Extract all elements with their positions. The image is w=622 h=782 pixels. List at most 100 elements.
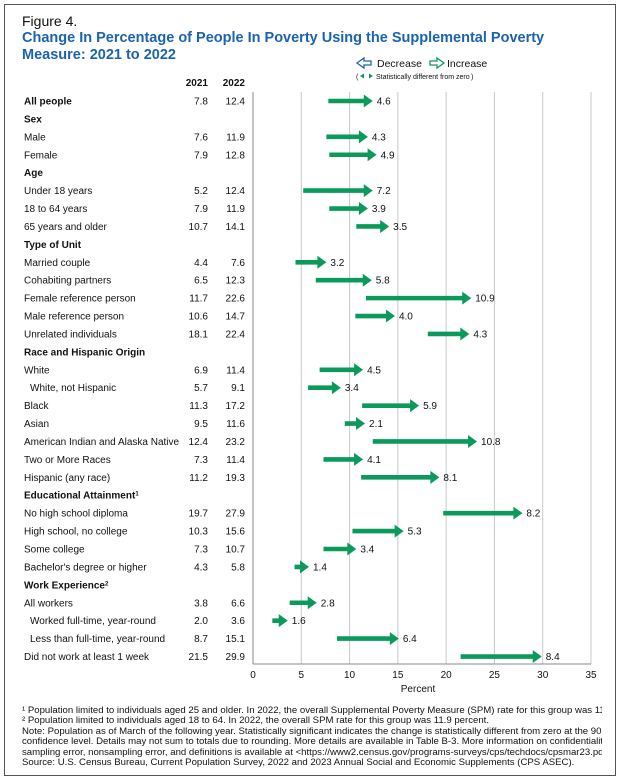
figure-label: Figure 4.: [22, 13, 78, 29]
row-label: Asian: [24, 419, 49, 430]
change-arrow: [303, 184, 373, 198]
value-2021: 10.6: [189, 312, 209, 323]
value-2021: 7.3: [194, 545, 208, 556]
change-arrow: [365, 291, 472, 305]
value-2021: 4.3: [194, 562, 208, 573]
change-label: 1.4: [313, 562, 327, 573]
change-arrow: [315, 273, 372, 287]
value-2022: 12.3: [226, 276, 246, 287]
row-label: 18 to 64 years: [24, 204, 87, 215]
change-arrow: [356, 219, 390, 233]
change-label: 3.4: [360, 545, 374, 556]
row-label: No high school diploma: [24, 509, 128, 520]
value-2021: 7.3: [194, 455, 208, 466]
x-tick-label: 10: [344, 670, 356, 681]
change-label: 10.9: [475, 294, 495, 305]
row-label: Black: [24, 401, 49, 412]
footnote-marker: 2: [105, 581, 109, 587]
value-2022: 15.1: [226, 634, 246, 645]
change-arrow: [355, 309, 395, 323]
change-label: 2.1: [369, 419, 383, 430]
change-label: 4.3: [372, 132, 386, 143]
change-label: 10.8: [481, 437, 501, 448]
value-2021: 6.9: [194, 365, 208, 376]
significant-increase-legend-icon: [369, 73, 373, 79]
category-header: Type of Unit: [24, 240, 82, 251]
value-2021: 8.7: [194, 634, 208, 645]
change-arrow: [372, 434, 478, 448]
change-arrow: [294, 560, 310, 574]
category-header: Age: [24, 168, 43, 179]
footnote-line: Source: U.S. Census Bureau, Current Popu…: [22, 758, 575, 769]
value-2021: 11.7: [189, 294, 208, 305]
value-2021: 18.1: [189, 329, 209, 340]
row-label: High school, no college: [24, 527, 128, 538]
row-label: Unrelated individuals: [24, 329, 117, 340]
change-arrow: [362, 399, 420, 413]
value-2021: 19.7: [189, 509, 209, 520]
footnotes: ¹ Population limited to individuals aged…: [22, 706, 602, 768]
value-2022: 11.9: [226, 132, 245, 143]
legend-paren: ): [471, 74, 473, 81]
value-2022: 7.6: [231, 258, 245, 269]
value-2022: 14.1: [226, 222, 246, 233]
category-header: Educational Attainment1: [24, 491, 139, 502]
value-2022: 12.4: [226, 97, 246, 108]
x-tick-label: 30: [537, 670, 549, 681]
change-label: 2.8: [321, 598, 335, 609]
change-arrow: [460, 650, 542, 664]
value-2021: 11.2: [189, 473, 208, 484]
value-2022: 19.3: [226, 473, 246, 484]
change-label: 1.6: [292, 616, 306, 627]
value-2022: 10.7: [226, 545, 246, 556]
row-label: Hispanic (any race): [24, 473, 110, 484]
category-header: Sex: [24, 114, 42, 125]
row-label: 65 years and older: [24, 222, 108, 233]
change-label: 8.2: [526, 509, 540, 520]
change-arrow: [329, 202, 368, 216]
x-tick-label: 35: [585, 670, 597, 681]
row-label: Less than full-time, year-round: [30, 634, 165, 645]
change-label: 6.4: [403, 634, 417, 645]
column-header-2022: 2022: [223, 78, 246, 89]
value-2022: 11.9: [226, 204, 245, 215]
change-label: 7.2: [377, 186, 391, 197]
footnote-line: ¹ Population limited to individuals aged…: [22, 706, 602, 716]
change-label: 4.1: [367, 455, 381, 466]
value-2022: 27.9: [226, 509, 246, 520]
row-label: Bachelor's degree or higher: [24, 562, 147, 573]
value-2021: 12.4: [189, 437, 209, 448]
legend-decrease-label: Decrease: [377, 58, 422, 70]
x-axis-label: Percent: [401, 684, 436, 695]
change-label: 5.8: [376, 276, 390, 287]
change-arrow: [328, 94, 373, 108]
value-2022: 3.6: [231, 616, 245, 627]
change-label: 4.9: [381, 150, 395, 161]
row-label: Female reference person: [24, 294, 136, 305]
row-label: Two or More Races: [24, 455, 111, 466]
category-header: Work Experience2: [24, 580, 109, 591]
legend-increase-label: Increase: [447, 58, 487, 70]
value-2022: 14.7: [226, 312, 246, 323]
change-arrow: [427, 327, 470, 341]
footnote-line: ² Population limited to individuals aged…: [22, 716, 489, 727]
value-2022: 22.6: [226, 294, 246, 305]
value-2021: 10.7: [189, 222, 209, 233]
value-2021: 5.2: [194, 186, 208, 197]
change-label: 5.9: [423, 401, 437, 412]
change-arrow: [352, 524, 404, 538]
row-label: Some college: [24, 545, 85, 556]
x-tick-label: 0: [250, 670, 256, 681]
change-label: 8.1: [443, 473, 457, 484]
increase-legend-icon: [429, 56, 446, 70]
value-2021: 21.5: [189, 652, 209, 663]
change-label: 4.0: [399, 312, 413, 323]
x-tick-label: 5: [299, 670, 305, 681]
change-arrow: [329, 148, 377, 162]
legend-paren: (: [356, 74, 359, 81]
change-arrow: [323, 452, 364, 466]
change-label: 3.5: [393, 222, 407, 233]
row-label: White, not Hispanic: [30, 383, 116, 394]
value-2021: 10.3: [189, 527, 209, 538]
change-arrow: [323, 542, 357, 556]
